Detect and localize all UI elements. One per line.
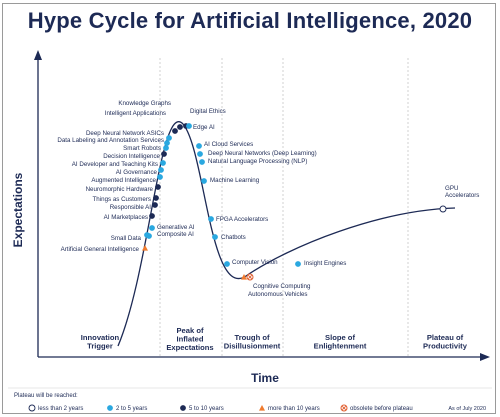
marker-2-to-5-years — [149, 225, 155, 231]
marker-5-to-10-years — [172, 128, 178, 134]
marker-5-to-10-years — [153, 195, 159, 201]
marker-2-to-5-years — [199, 159, 205, 165]
marker-2-to-5-years — [164, 140, 170, 146]
technology-label: Deep Neural Networks (Deep Learning) — [208, 150, 317, 157]
technology-label: AI Marketplaces — [104, 214, 148, 221]
technology-label: Digital Ethics — [190, 108, 226, 115]
marker-5-to-10-years — [155, 184, 161, 190]
technology-label: Augmented Intelligence — [91, 177, 156, 184]
marker-2-to-5-years — [197, 151, 203, 157]
phase-label: Trough of Disillusionment — [224, 333, 281, 350]
legend-marker — [259, 405, 265, 411]
technology-label: Things as Customers — [93, 196, 151, 203]
marker-2-to-5-years — [157, 174, 163, 180]
marker-2-to-5-years — [295, 261, 301, 267]
technology-label: Small Data — [111, 235, 142, 242]
marker-5-to-10-years — [152, 202, 158, 208]
phase-label: Plateau of Productivity — [423, 333, 468, 350]
marker-2-to-5-years — [163, 145, 169, 151]
technology-label: GPU Accelerators — [445, 185, 479, 199]
technology-label: Chatbots — [221, 234, 246, 241]
technology-label: AI Cloud Services — [204, 141, 253, 148]
marker-more-than-10-years — [241, 274, 247, 280]
legend-marker — [180, 405, 186, 411]
technology-label: Machine Learning — [210, 177, 260, 184]
phase-label: Peak of Inflated Expectations — [166, 326, 213, 352]
marker-2-to-5-years — [146, 233, 152, 239]
marker-2-to-5-years — [186, 123, 192, 129]
technology-label: Responsible AI — [110, 204, 152, 211]
legend-label: more than 10 years — [268, 406, 320, 412]
y-axis-arrow — [34, 50, 42, 60]
marker-2-to-5-years — [160, 160, 166, 166]
marker-2-to-5-years — [166, 135, 172, 141]
legend-marker-cross — [341, 405, 347, 411]
legend-label: 5 to 10 years — [189, 406, 224, 412]
legend-label: obsolete before plateau — [350, 406, 413, 412]
technology-label: Edge AI — [193, 124, 215, 131]
legend-marker — [28, 404, 36, 412]
technology-label: FPGA Accelerators — [216, 216, 268, 223]
technology-label: Deep Neural Network ASICs — [86, 130, 164, 137]
marker-2-to-5-years — [158, 167, 164, 173]
technology-label: Artificial General Intelligence — [61, 246, 140, 253]
technology-label: Neuromorphic Hardware — [86, 186, 154, 193]
legend-label: less than 2 years — [38, 406, 83, 412]
technology-label: Intelligent Applications — [105, 110, 166, 117]
legend-marker — [107, 405, 113, 411]
technology-label: Smart Robots — [123, 145, 161, 152]
x-axis-label: Time — [251, 371, 279, 385]
technology-label: Knowledge Graphs — [118, 100, 171, 107]
phase-label: Slope of Enlightenment — [314, 333, 367, 350]
technology-label: Generative AI — [157, 224, 195, 231]
marker-2-to-5-years — [201, 178, 207, 184]
marker-5-to-10-years — [161, 151, 167, 157]
technology-label: Natural Language Processing (NLP) — [208, 158, 307, 165]
technology-label: AI Governance — [116, 169, 158, 176]
marker-2-to-5-years — [224, 261, 230, 267]
technology-label: Autonomous Vehicles — [248, 291, 308, 298]
marker-2-to-5-years — [212, 234, 218, 240]
as-of-label: As of July 2020 — [448, 406, 486, 412]
x-axis-arrow — [480, 353, 490, 361]
technology-label: Decision Intelligence — [103, 153, 160, 160]
phase-label: Innovation Trigger — [81, 333, 120, 350]
marker-less-than-2-years — [439, 205, 447, 213]
technology-label: Cognitive Computing — [253, 283, 311, 290]
chart-title: Hype Cycle for Artificial Intelligence, … — [27, 8, 473, 33]
marker-5-to-10-years — [149, 213, 155, 219]
technology-label: Data Labeling and Annotation Services — [57, 137, 164, 144]
technology-label: Computer Vision — [232, 259, 278, 266]
marker-obsolete-cross — [247, 274, 253, 280]
technology-label: AI Developer and Teaching Kits — [72, 161, 158, 168]
marker-5-to-10-years — [177, 124, 183, 130]
legend-label: 2 to 5 years — [116, 406, 147, 412]
legend-title: Plateau will be reached: — [14, 393, 78, 399]
chart-border — [2, 3, 496, 414]
y-axis-label: Expectations — [11, 172, 25, 247]
marker-more-than-10-years — [142, 245, 148, 251]
technology-label: Composite AI — [157, 231, 194, 238]
technology-label: Insight Engines — [304, 260, 346, 267]
marker-2-to-5-years — [196, 143, 202, 149]
marker-2-to-5-years — [208, 216, 214, 222]
